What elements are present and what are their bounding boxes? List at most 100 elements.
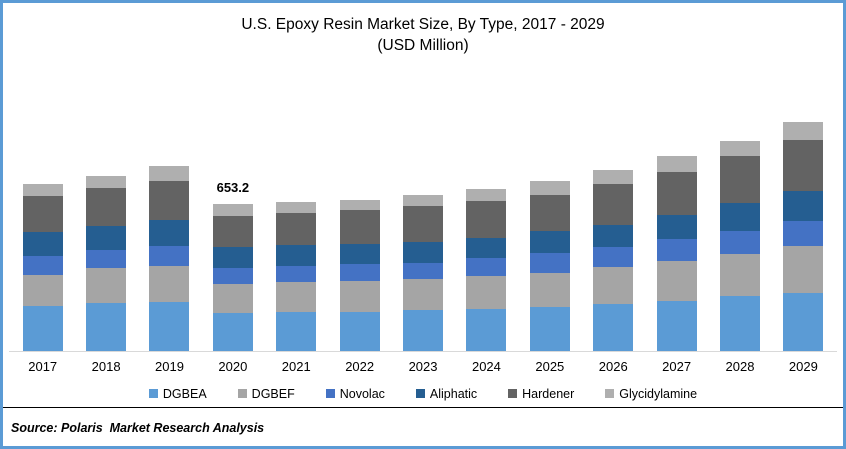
bars-container: 653.2 <box>9 64 837 351</box>
segment-dgbef-2021 <box>276 282 317 313</box>
bar-stack-2025 <box>529 181 570 351</box>
segment-aliphatic-2023 <box>403 241 444 263</box>
x-axis-label-2028: 2028 <box>725 358 755 374</box>
bar-column-2021 <box>265 64 328 351</box>
bar-column-2027 <box>645 64 708 351</box>
segment-hardener-2026 <box>593 183 634 225</box>
bar-stack-2017 <box>22 183 63 351</box>
segment-novolac-2021 <box>276 265 317 283</box>
segment-hardener-2019 <box>149 180 190 220</box>
segment-aliphatic-2020 <box>212 246 253 269</box>
legend-item-novolac: Novolac <box>325 386 385 401</box>
segment-hardener-2027 <box>656 172 697 216</box>
segment-novolac-2020 <box>212 268 253 285</box>
x-axis-label-2023: 2023 <box>408 358 438 374</box>
legend-item-glycidylamine: Glycidylamine <box>605 387 697 401</box>
bar-column-2026 <box>582 64 645 351</box>
segment-hardener-2021 <box>276 212 317 245</box>
x-axis-label-2029: 2029 <box>788 358 818 374</box>
segment-hardener-2022 <box>339 210 380 244</box>
bar-column-2029 <box>772 64 835 351</box>
chart-title: U.S. Epoxy Resin Market Size, By Type, 2… <box>241 16 605 33</box>
bar-column-2025 <box>518 64 581 351</box>
x-axis-label-2026: 2026 <box>598 358 628 374</box>
legend-swatch-dgbef <box>237 389 247 398</box>
segment-dgbea-2023 <box>403 310 444 351</box>
bar-stack-2024 <box>466 188 507 351</box>
legend-label-glycidylamine: Glycidylamine <box>619 386 698 401</box>
bar-column-2017 <box>11 64 74 351</box>
bar-stack-2023 <box>403 195 444 351</box>
segment-hardener-2024 <box>466 200 507 238</box>
x-axis-label-2022: 2022 <box>345 358 375 374</box>
segment-novolac-2029 <box>783 220 824 247</box>
legend-label-dgbef: DGBEF <box>251 386 295 401</box>
segment-dgbea-2017 <box>22 306 63 351</box>
value-annotation-2020: 653.2 <box>216 179 250 195</box>
segment-novolac-2017 <box>22 256 63 276</box>
segment-novolac-2027 <box>656 238 697 262</box>
separator-line <box>3 407 843 408</box>
segment-dgbef-2022 <box>339 281 380 312</box>
legend-swatch-aliphatic <box>415 389 425 398</box>
segment-aliphatic-2028 <box>719 202 760 231</box>
legend-swatch-novolac <box>325 389 335 398</box>
legend-swatch-glycidylamine <box>605 389 615 398</box>
segment-dgbea-2022 <box>339 312 380 351</box>
segment-dgbef-2017 <box>22 275 63 307</box>
segment-aliphatic-2017 <box>22 231 63 257</box>
bar-column-2028 <box>708 64 771 351</box>
legend-label-hardener: Hardener <box>522 386 575 401</box>
chart-subtitle: (USD Million) <box>377 37 469 54</box>
segment-hardener-2017 <box>22 196 63 232</box>
x-axis-label-2017: 2017 <box>28 358 58 374</box>
segment-hardener-2025 <box>529 194 570 232</box>
legend-label-aliphatic: Aliphatic <box>429 386 478 401</box>
segment-glycidylamine-2019 <box>149 166 190 181</box>
x-axis-label-2019: 2019 <box>155 358 184 374</box>
bar-column-2019 <box>138 64 201 351</box>
segment-dgbea-2028 <box>719 296 760 351</box>
segment-novolac-2025 <box>529 252 570 273</box>
legend-item-aliphatic: Aliphatic <box>415 386 478 401</box>
segment-glycidylamine-2022 <box>339 199 380 211</box>
legend-label-novolac: Novolac <box>339 386 385 401</box>
segment-hardener-2023 <box>403 206 444 242</box>
bar-column-2020: 653.2 <box>201 64 264 351</box>
segment-aliphatic-2027 <box>656 215 697 239</box>
segment-aliphatic-2022 <box>339 243 380 265</box>
segment-glycidylamine-2020 <box>212 203 253 216</box>
x-axis-label-2018: 2018 <box>91 358 121 374</box>
segment-glycidylamine-2023 <box>403 195 444 207</box>
segment-glycidylamine-2026 <box>593 170 634 184</box>
segment-novolac-2026 <box>593 246 634 267</box>
segment-novolac-2028 <box>719 230 760 254</box>
segment-glycidylamine-2018 <box>86 175 127 188</box>
segment-glycidylamine-2027 <box>656 156 697 173</box>
segment-dgbef-2020 <box>212 284 253 314</box>
chart-title-block: U.S. Epoxy Resin Market Size, By Type, 2… <box>3 3 843 64</box>
bar-stack-2019 <box>149 166 190 351</box>
bar-stack-2027 <box>656 156 697 351</box>
legend-swatch-dgbea <box>148 389 158 398</box>
segment-glycidylamine-2017 <box>22 183 63 197</box>
segment-glycidylamine-2029 <box>783 121 824 140</box>
segment-dgbea-2020 <box>212 313 253 351</box>
segment-glycidylamine-2028 <box>719 140 760 157</box>
segment-dgbea-2021 <box>276 312 317 351</box>
bar-column-2018 <box>74 64 137 351</box>
segment-hardener-2018 <box>86 187 127 227</box>
legend-item-hardener: Hardener <box>508 387 574 401</box>
segment-dgbea-2027 <box>656 300 697 351</box>
x-axis-label-2020: 2020 <box>218 358 248 374</box>
segment-dgbea-2018 <box>86 303 127 351</box>
segment-dgbea-2024 <box>466 309 507 351</box>
segment-dgbea-2026 <box>593 304 634 351</box>
segment-aliphatic-2026 <box>593 224 634 247</box>
segment-dgbef-2024 <box>466 275 507 310</box>
x-axis-label-2024: 2024 <box>471 358 501 374</box>
segment-dgbea-2019 <box>149 302 190 351</box>
source-note: Source: Polaris Market Research Analysis <box>11 421 265 435</box>
x-axis-labels: 2017 2018 2019 2020 2021 2022 2023 2024 2025 2026… <box>3 352 843 380</box>
